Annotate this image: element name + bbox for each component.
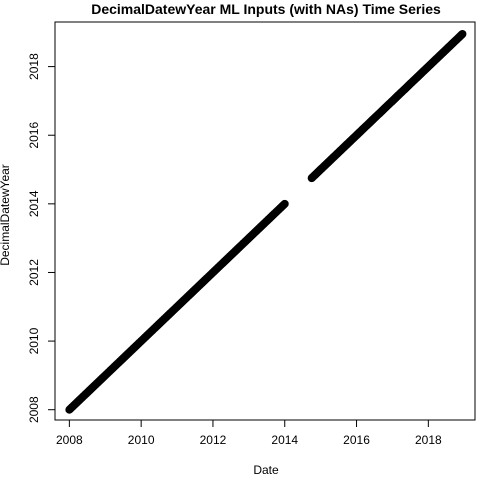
y-tick-label: 2012 <box>27 259 41 286</box>
y-tick-label: 2016 <box>27 122 41 149</box>
y-tick-label: 2014 <box>27 190 41 217</box>
x-tick-label: 2008 <box>56 433 83 447</box>
y-axis-label: DecimalDatewYear <box>0 164 12 266</box>
x-tick-label: 2010 <box>128 433 155 447</box>
y-tick-label: 2010 <box>27 327 41 354</box>
y-axis: 2008 2010 2012 2014 2016 2018 <box>27 53 56 423</box>
x-axis-label: Date <box>253 463 279 477</box>
y-tick-label: 2018 <box>27 53 41 80</box>
data-points <box>65 30 467 414</box>
x-tick-label: 2014 <box>271 433 298 447</box>
x-axis: 2008 2010 2012 2014 2016 2018 <box>56 419 442 447</box>
data-point-s2 <box>458 30 467 39</box>
chart-title: DecimalDatewYear ML Inputs (with NAs) Ti… <box>91 1 441 17</box>
data-point-s1 <box>280 199 289 208</box>
x-tick-label: 2012 <box>200 433 227 447</box>
y-tick-label: 2008 <box>27 396 41 423</box>
x-tick-label: 2018 <box>415 433 442 447</box>
x-tick-label: 2016 <box>343 433 370 447</box>
